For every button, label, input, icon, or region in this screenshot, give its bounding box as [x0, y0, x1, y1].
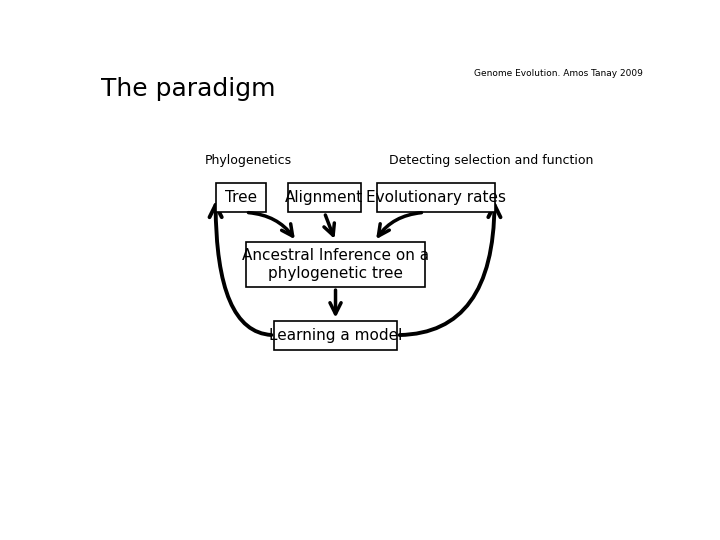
- Text: Tree: Tree: [225, 191, 257, 205]
- Text: Detecting selection and function: Detecting selection and function: [389, 154, 593, 167]
- Text: Phylogenetics: Phylogenetics: [204, 154, 292, 167]
- FancyBboxPatch shape: [215, 183, 266, 212]
- FancyBboxPatch shape: [377, 183, 495, 212]
- Text: Evolutionary rates: Evolutionary rates: [366, 191, 506, 205]
- FancyBboxPatch shape: [246, 241, 425, 287]
- FancyBboxPatch shape: [274, 321, 397, 349]
- Text: Alignment: Alignment: [285, 191, 364, 205]
- Text: Learning a model: Learning a model: [269, 328, 402, 342]
- Text: The paradigm: The paradigm: [101, 77, 276, 102]
- FancyBboxPatch shape: [288, 183, 361, 212]
- Text: Ancestral Inference on a
phylogenetic tree: Ancestral Inference on a phylogenetic tr…: [242, 248, 429, 281]
- Text: Genome Evolution. Amos Tanay 2009: Genome Evolution. Amos Tanay 2009: [474, 69, 642, 78]
